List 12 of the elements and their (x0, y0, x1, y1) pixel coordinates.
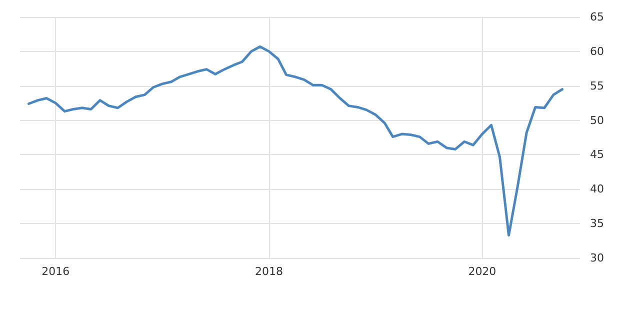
x-tick-label: 2020 (468, 265, 496, 278)
y-tick-label: 60 (590, 44, 604, 58)
y-tick-label: 45 (590, 148, 604, 162)
y-tick-label: 50 (590, 114, 604, 127)
x-tick-label: 2018 (255, 265, 284, 278)
line-series (28, 45, 564, 237)
y-tick-label: 55 (590, 79, 604, 92)
y-tick-label: 40 (590, 182, 604, 196)
x-tick-label: 2016 (42, 265, 70, 278)
y-tick-label: 35 (590, 217, 604, 230)
y-tick-label: 65 (590, 10, 604, 24)
y-tick-label: 30 (590, 252, 604, 264)
